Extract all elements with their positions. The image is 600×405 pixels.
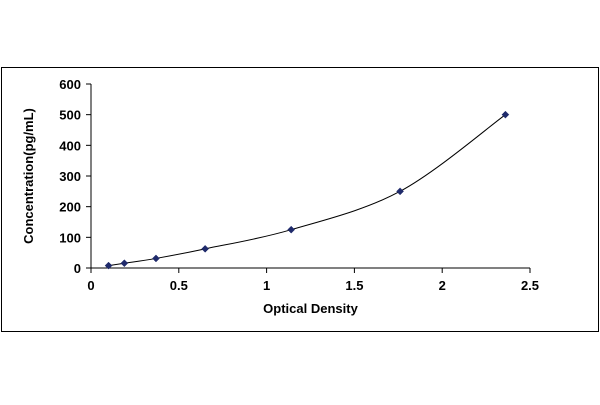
y-tick-label: 0: [74, 261, 81, 276]
data-point-marker: [287, 225, 296, 234]
data-point-marker: [104, 261, 113, 270]
x-axis-title: Optical Density: [263, 301, 358, 316]
x-tick-label: 0.5: [170, 278, 188, 293]
data-points: [104, 110, 510, 270]
y-axis-title: Concentration(pg/mL): [21, 108, 36, 244]
chart-frame: [1, 67, 599, 332]
y-tick-label: 500: [59, 108, 81, 123]
x-tick-label: 1: [263, 278, 270, 293]
data-point-marker: [120, 259, 129, 268]
x-tick-label: 1.5: [345, 278, 363, 293]
x-tick-label: 0: [87, 278, 94, 293]
data-point-marker: [501, 110, 510, 119]
y-tick-label: 600: [59, 77, 81, 92]
y-tick-label: 200: [59, 200, 81, 215]
x-tick-label: 2: [439, 278, 446, 293]
data-point-marker: [396, 187, 404, 196]
y-tick-label: 100: [59, 230, 81, 245]
data-point-marker: [152, 254, 160, 263]
y-ticks: 0 100 200 300 400 500 600: [59, 77, 91, 276]
x-ticks: 0 0.5 1 1.5 2 2.5: [87, 268, 539, 293]
x-tick-label: 2.5: [521, 278, 539, 293]
y-tick-label: 400: [59, 138, 81, 153]
y-tick-label: 300: [59, 169, 81, 184]
data-point-marker: [201, 244, 209, 253]
